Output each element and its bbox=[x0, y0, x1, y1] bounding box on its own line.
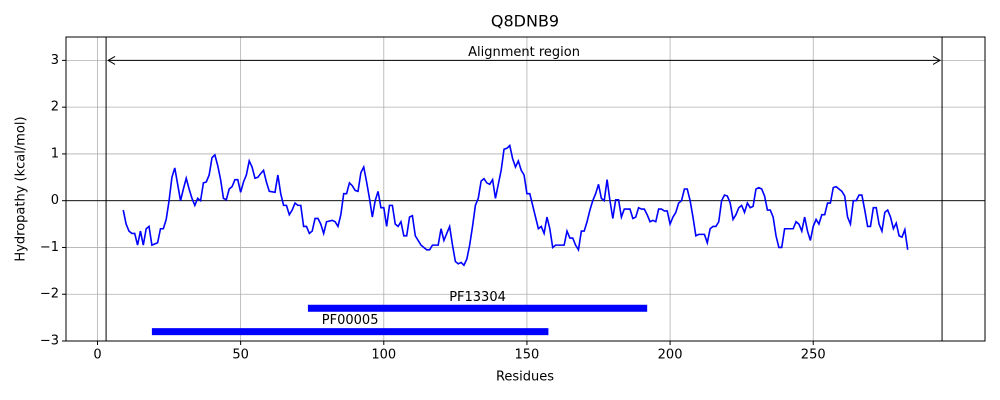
x-tick-label: 150 bbox=[515, 348, 540, 363]
y-tick-label: 1 bbox=[51, 146, 59, 161]
y-axis-label: Hydropathy (kcal/mol) bbox=[14, 116, 29, 261]
plot-frame bbox=[65, 36, 986, 342]
arrow-head bbox=[107, 55, 116, 65]
hydropathy-line bbox=[122, 143, 909, 267]
chart-title: Q8DNB9 bbox=[491, 12, 559, 31]
arrow-head bbox=[932, 55, 942, 65]
x-tick-label: 0 bbox=[93, 348, 101, 363]
x-tick-label: 100 bbox=[371, 348, 396, 363]
y-tick-label: 3 bbox=[51, 53, 59, 68]
x-tick-label: 200 bbox=[658, 348, 683, 363]
y-tick-label: 0 bbox=[51, 193, 59, 208]
x-axis-label: Residues bbox=[496, 370, 554, 385]
domain-bar bbox=[307, 304, 648, 312]
domain-label: PF00005 bbox=[322, 313, 379, 328]
y-tick-label: −1 bbox=[40, 240, 59, 255]
domain-bar bbox=[151, 328, 549, 336]
y-tick-label: −2 bbox=[40, 287, 59, 302]
x-tick-label: 50 bbox=[232, 348, 249, 363]
y-tick-label: −3 bbox=[40, 334, 59, 349]
domain-label: PF13304 bbox=[449, 290, 506, 305]
y-tick-label: 2 bbox=[51, 100, 59, 115]
alignment-label: Alignment region bbox=[468, 45, 580, 60]
x-tick-label: 250 bbox=[801, 348, 826, 363]
